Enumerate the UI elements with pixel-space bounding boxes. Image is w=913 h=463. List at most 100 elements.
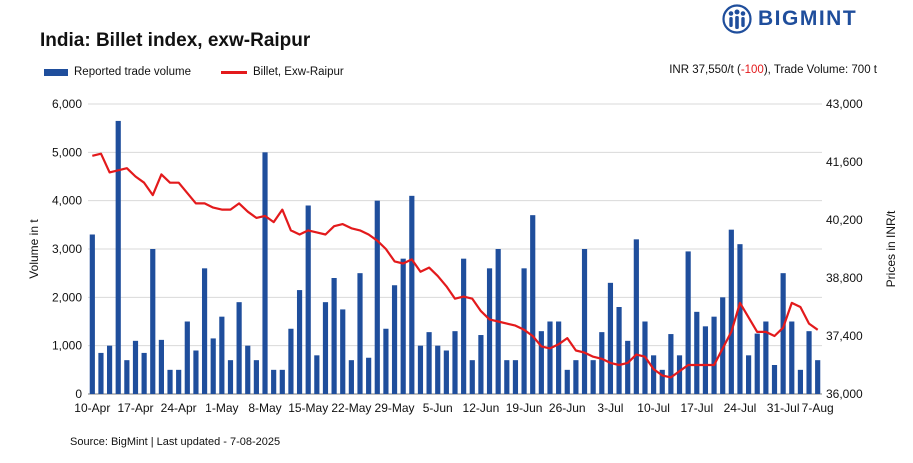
volume-bar (754, 333, 760, 394)
volume-bar (746, 355, 752, 394)
volume-bar (556, 321, 562, 394)
volume-bar (132, 340, 139, 394)
volume-bar (279, 369, 285, 394)
x-tick-label: 17-Jul (680, 401, 713, 415)
logo-text: BIGMINT (758, 7, 858, 30)
y2-tick-label: 40,200 (826, 213, 863, 227)
info-prefix: INR 37,550/t ( (669, 64, 741, 76)
legend-label-volume: Reported trade volume (74, 66, 191, 78)
legend-label-price: Billet, Exw-Raipur (252, 66, 344, 78)
volume-bar (443, 350, 449, 394)
volume-bar (141, 352, 147, 394)
x-tick-label: 12-Jun (463, 401, 500, 415)
y-tick-label: 1,000 (52, 339, 82, 353)
x-tick-label: 1-May (205, 401, 238, 415)
volume-bar (417, 345, 424, 394)
volume-bar (797, 369, 804, 394)
volume-bar (530, 215, 536, 394)
volume-bar (676, 355, 683, 394)
volume-bar (435, 345, 441, 394)
volume-bar (400, 258, 406, 394)
volume-bar (659, 369, 665, 394)
y2-tick-label: 43,000 (826, 97, 863, 111)
volume-bar (124, 360, 130, 394)
x-tick-label: 24-Apr (161, 401, 197, 415)
volume-bar (521, 268, 527, 394)
x-tick-label: 26-Jun (549, 401, 586, 415)
volume-bar (98, 352, 104, 394)
y-tick-label: 2,000 (52, 290, 82, 304)
volume-bar (357, 273, 363, 394)
volume-bar (374, 200, 380, 394)
y2-axis-title: Prices in INR/t (884, 210, 898, 287)
volume-bar (789, 321, 795, 394)
volume-bar (452, 331, 458, 394)
volume-bar (366, 357, 372, 394)
volume-bar (728, 229, 734, 394)
y2-tick-label: 36,000 (826, 387, 863, 401)
x-tick-label: 3-Jul (597, 401, 623, 415)
x-tick-label: 10-Apr (74, 401, 110, 415)
volume-bar (625, 340, 631, 394)
volume-bar (504, 360, 510, 394)
volume-bar (581, 249, 588, 394)
chart-legend: Reported trade volume Billet, Exw-Raipur (44, 66, 344, 78)
volume-bar (512, 360, 519, 394)
volume-bar (210, 338, 216, 394)
volume-bar (253, 360, 259, 394)
volume-bar (720, 297, 726, 394)
volume-bar (486, 268, 493, 394)
volume-bar (685, 251, 691, 394)
x-tick-label: 17-Apr (117, 401, 153, 415)
x-tick-label: 15-May (288, 401, 328, 415)
volume-bar (426, 332, 432, 394)
y-tick-label: 0 (75, 387, 82, 401)
volume-bar (478, 335, 484, 394)
volume-bar (651, 355, 657, 394)
volume-bar (806, 331, 812, 394)
price-line (92, 152, 819, 379)
source-note: Source: BigMint | Last updated - 7-08-20… (70, 436, 281, 448)
x-tick-label: 5-Jun (423, 401, 453, 415)
volume-bar (262, 152, 268, 394)
y-axis-title: Volume in t (27, 219, 41, 279)
volume-bar (115, 120, 121, 395)
y-tick-label: 6,000 (52, 97, 82, 111)
volume-bar (461, 258, 467, 394)
bigmint-logo: BIGMINT (722, 4, 857, 34)
info-suffix: ), Trade Volume: 700 t (763, 64, 877, 76)
volume-bar (89, 234, 95, 394)
volume-bar (763, 321, 769, 394)
volume-bar (271, 369, 277, 394)
x-tick-label: 31-Jul (767, 401, 800, 415)
logo-icon (722, 4, 752, 34)
x-tick-label: 8-May (248, 401, 281, 415)
volume-bar (201, 268, 208, 394)
volume-bar (668, 334, 674, 394)
volume-bar (409, 195, 415, 394)
volume-bar (296, 290, 303, 394)
info-change: -100 (740, 64, 764, 76)
y-tick-label: 4,000 (52, 194, 82, 208)
volume-bar (590, 360, 596, 394)
volume-bar (633, 239, 639, 394)
volume-bar (227, 360, 234, 394)
volume-bar (106, 345, 113, 394)
volume-bar (538, 331, 544, 394)
volume-bar (150, 249, 156, 394)
volume-bar (573, 360, 579, 394)
volume-bar (219, 316, 225, 394)
volume-bar (193, 350, 199, 394)
volume-bar (564, 369, 570, 394)
volume-bar (288, 328, 294, 394)
volume-bar (607, 282, 614, 394)
x-tick-label: 7-Aug (802, 401, 834, 415)
volume-bar (383, 328, 389, 394)
volume-bar (391, 285, 398, 394)
volume-bar (737, 244, 743, 394)
volume-bar (815, 360, 821, 394)
volume-bar (616, 307, 622, 394)
volume-bar (184, 321, 190, 394)
volume-bar (771, 365, 778, 394)
volume-bar (547, 321, 553, 394)
